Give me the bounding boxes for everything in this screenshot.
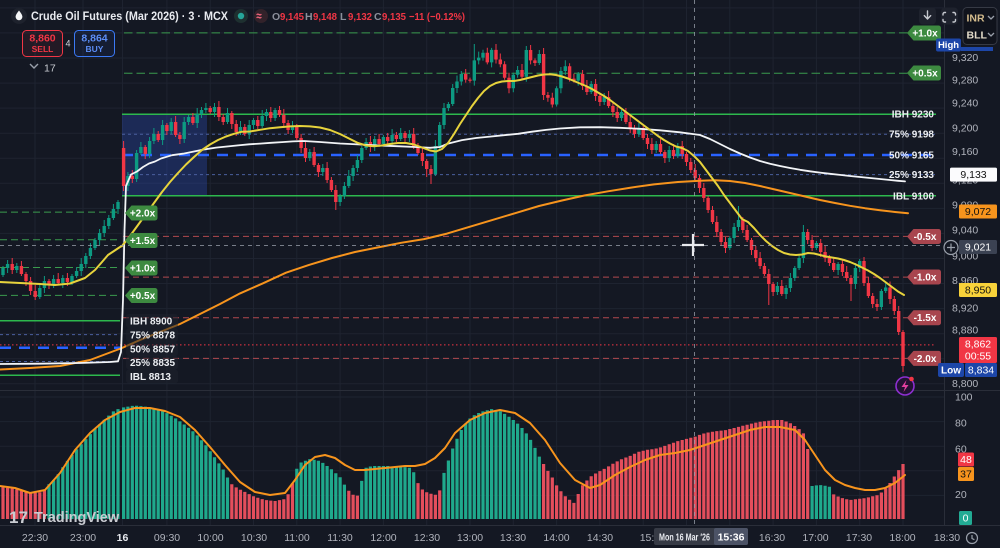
svg-text:9,040: 9,040 bbox=[952, 225, 978, 237]
svg-text:O: O bbox=[272, 11, 280, 23]
svg-text:Low: Low bbox=[941, 366, 961, 377]
svg-text:50% 8857: 50% 8857 bbox=[130, 345, 175, 356]
svg-text:8,920: 8,920 bbox=[952, 303, 978, 315]
svg-text:8,880: 8,880 bbox=[952, 325, 978, 337]
svg-text:10:30: 10:30 bbox=[241, 532, 267, 544]
svg-text:−11 (−0.12%): −11 (−0.12%) bbox=[409, 11, 465, 23]
svg-text:+1.0x: +1.0x bbox=[130, 263, 156, 274]
svg-text:17: 17 bbox=[9, 508, 28, 527]
svg-text:-0.5x: -0.5x bbox=[914, 232, 937, 243]
svg-text:100: 100 bbox=[955, 392, 973, 404]
svg-text:IBH 8900: IBH 8900 bbox=[130, 317, 173, 328]
svg-text:10:00: 10:00 bbox=[197, 532, 223, 544]
svg-text:9,021: 9,021 bbox=[965, 242, 991, 254]
svg-text:0: 0 bbox=[963, 513, 969, 525]
svg-text:12:00: 12:00 bbox=[370, 532, 396, 544]
svg-text:-2.0x: -2.0x bbox=[914, 354, 937, 365]
svg-text:25% 9133: 25% 9133 bbox=[889, 170, 934, 181]
svg-text:8,800: 8,800 bbox=[952, 378, 978, 390]
svg-text:15:36: 15:36 bbox=[718, 532, 745, 544]
svg-text:TradingView: TradingView bbox=[34, 510, 120, 526]
svg-text:8,864: 8,864 bbox=[81, 33, 107, 45]
svg-text:8,950: 8,950 bbox=[965, 285, 991, 297]
svg-text:High: High bbox=[938, 40, 959, 51]
svg-text:11:30: 11:30 bbox=[327, 532, 353, 544]
svg-text:75% 8878: 75% 8878 bbox=[130, 331, 175, 342]
svg-text:17:30: 17:30 bbox=[846, 532, 872, 544]
svg-text:50% 9165: 50% 9165 bbox=[889, 151, 934, 162]
svg-text:9,200: 9,200 bbox=[952, 123, 978, 135]
svg-text:14:00: 14:00 bbox=[543, 532, 569, 544]
svg-text:-1.5x: -1.5x bbox=[914, 313, 937, 324]
svg-text:11:00: 11:00 bbox=[284, 532, 310, 544]
svg-text:9,072: 9,072 bbox=[965, 206, 991, 218]
svg-text:+0.5x: +0.5x bbox=[912, 68, 938, 79]
svg-text:4: 4 bbox=[65, 39, 70, 49]
svg-text:16: 16 bbox=[117, 532, 129, 544]
svg-text:9,132: 9,132 bbox=[348, 11, 372, 23]
svg-text:8,862: 8,862 bbox=[965, 339, 991, 351]
svg-text:8,834: 8,834 bbox=[968, 365, 994, 377]
svg-text:20: 20 bbox=[955, 489, 967, 501]
svg-text:IBL 8813: IBL 8813 bbox=[130, 372, 171, 383]
svg-text:+0.5x: +0.5x bbox=[130, 291, 156, 302]
svg-text:9,145: 9,145 bbox=[280, 11, 304, 23]
svg-text:INR: INR bbox=[967, 13, 986, 25]
svg-text:L: L bbox=[340, 11, 347, 23]
svg-text:14:30: 14:30 bbox=[587, 532, 613, 544]
svg-text:17: 17 bbox=[44, 63, 56, 75]
svg-text:15:: 15: bbox=[640, 532, 655, 544]
svg-text:BUY: BUY bbox=[86, 44, 104, 54]
svg-text:9,320: 9,320 bbox=[952, 52, 978, 64]
svg-text:C: C bbox=[374, 11, 382, 23]
svg-text:09:30: 09:30 bbox=[154, 532, 180, 544]
svg-text:23:00: 23:00 bbox=[70, 532, 96, 544]
svg-text:IBL 9100: IBL 9100 bbox=[893, 192, 934, 203]
svg-text:Mon 16 Mar ′26: Mon 16 Mar ′26 bbox=[659, 533, 710, 544]
svg-text:Crude Oil Futures (Mar 2026) ·: Crude Oil Futures (Mar 2026) · 3 · MCX bbox=[31, 11, 228, 23]
svg-text:H: H bbox=[305, 11, 313, 23]
svg-text:48: 48 bbox=[960, 454, 972, 466]
svg-text:12:30: 12:30 bbox=[414, 532, 440, 544]
svg-text:BLL: BLL bbox=[967, 30, 988, 42]
svg-text:+2.0x: +2.0x bbox=[130, 208, 156, 219]
svg-text:9,160: 9,160 bbox=[952, 146, 978, 158]
svg-text:9,280: 9,280 bbox=[952, 75, 978, 87]
svg-text:13:30: 13:30 bbox=[500, 532, 526, 544]
svg-text:8,860: 8,860 bbox=[29, 33, 55, 45]
svg-text:60: 60 bbox=[955, 444, 967, 456]
svg-text:00:55: 00:55 bbox=[965, 351, 991, 363]
svg-text:-1.0x: -1.0x bbox=[914, 272, 937, 283]
svg-text:18:00: 18:00 bbox=[889, 532, 915, 544]
svg-text:22:30: 22:30 bbox=[22, 532, 48, 544]
svg-text:16:30: 16:30 bbox=[759, 532, 785, 544]
svg-text:13:00: 13:00 bbox=[457, 532, 483, 544]
svg-text:9,133: 9,133 bbox=[960, 169, 986, 181]
svg-text:+1.5x: +1.5x bbox=[130, 236, 156, 247]
svg-text:SELL: SELL bbox=[32, 44, 54, 54]
svg-text:37: 37 bbox=[960, 469, 972, 481]
svg-text:IBH 9230: IBH 9230 bbox=[892, 110, 935, 121]
svg-text:17:00: 17:00 bbox=[802, 532, 828, 544]
svg-text:80: 80 bbox=[955, 418, 967, 430]
svg-text:9,135: 9,135 bbox=[382, 11, 406, 23]
svg-text:9,148: 9,148 bbox=[313, 11, 337, 23]
svg-text:25% 8835: 25% 8835 bbox=[130, 358, 175, 369]
svg-text:18:30: 18:30 bbox=[934, 532, 960, 544]
svg-text:75% 9198: 75% 9198 bbox=[889, 130, 934, 141]
svg-text:+1.0x: +1.0x bbox=[912, 28, 938, 39]
svg-text:9,240: 9,240 bbox=[952, 98, 978, 110]
